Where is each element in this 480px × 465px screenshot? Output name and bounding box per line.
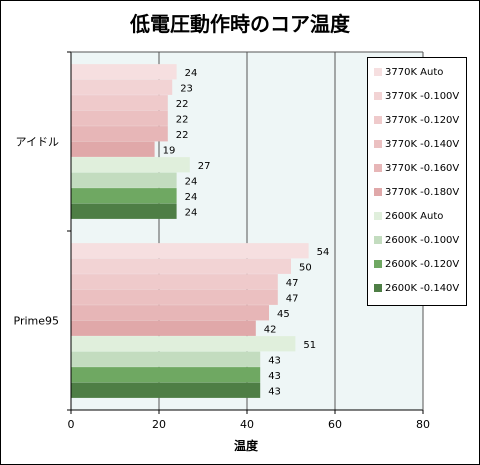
legend-swatch [374, 284, 382, 292]
legend-item: 2600K -0.140V [374, 281, 459, 295]
legend-swatch [374, 236, 382, 244]
data-label: 24 [185, 192, 198, 203]
legend-label: 2600K -0.100V [385, 234, 460, 246]
legend-swatch [374, 92, 382, 100]
bar [71, 141, 155, 157]
x-tick-label: 60 [328, 418, 342, 431]
data-label: 24 [185, 68, 198, 79]
chart-title: 低電圧動作時のコア温度 [130, 12, 350, 36]
x-tick-label: 0 [68, 418, 75, 431]
data-label: 47 [286, 293, 299, 304]
data-label: 24 [185, 176, 198, 187]
bar [71, 64, 177, 80]
bar [71, 382, 261, 398]
legend-item: 3770K Auto [374, 65, 443, 79]
bar [71, 95, 168, 111]
legend-label: 2600K Auto [385, 210, 444, 222]
legend-label: 3770K -0.160V [385, 162, 460, 174]
legend-label: 2600K -0.140V [385, 282, 460, 294]
bar [71, 367, 261, 383]
bar [71, 203, 177, 219]
data-label: 23 [180, 83, 193, 94]
legend-swatch [374, 188, 382, 196]
bar [71, 188, 177, 204]
bar [71, 243, 309, 259]
legend-label: 3770K -0.140V [385, 138, 460, 150]
data-label: 22 [176, 99, 189, 110]
legend-item: 2600K -0.120V [374, 257, 459, 271]
legend-item: 3770K -0.160V [374, 161, 459, 175]
category-label: Prime95 [14, 315, 60, 328]
legend-label: 3770K Auto [385, 66, 444, 78]
legend-item: 3770K -0.180V [374, 185, 459, 199]
bar [71, 320, 256, 336]
legend-item: 3770K -0.140V [374, 137, 459, 151]
bar [71, 289, 278, 305]
data-label: 50 [299, 262, 312, 273]
data-label: 43 [268, 355, 281, 366]
legend-item: 3770K -0.100V [374, 89, 459, 103]
legend-label: 3770K -0.180V [385, 186, 460, 198]
data-label: 43 [268, 386, 281, 397]
legend-swatch [374, 212, 382, 220]
legend-label: 2600K -0.120V [385, 258, 460, 270]
data-label: 47 [286, 278, 299, 289]
data-label: 22 [176, 114, 189, 125]
data-label: 51 [303, 340, 316, 351]
x-tick-label: 40 [240, 418, 254, 431]
data-label: 22 [176, 130, 189, 141]
x-axis-label: 温度 [233, 439, 258, 453]
x-tick-label: 80 [416, 418, 430, 431]
legend-item: 3770K -0.120V [374, 113, 459, 127]
bar [71, 305, 269, 321]
bar [71, 157, 190, 173]
data-label: 24 [185, 207, 198, 218]
data-label: 42 [264, 324, 277, 335]
bar [71, 172, 177, 188]
data-label: 43 [268, 371, 281, 382]
legend-label: 3770K -0.120V [385, 114, 460, 126]
x-tick-label: 20 [152, 418, 166, 431]
data-label: 54 [317, 247, 330, 258]
legend-swatch [374, 164, 382, 172]
category-label: アイドル [16, 136, 59, 149]
bar [71, 110, 168, 126]
legend-swatch [374, 260, 382, 268]
legend-item: 2600K -0.100V [374, 233, 459, 247]
bar [71, 126, 168, 142]
bar [71, 274, 278, 290]
data-label: 45 [277, 309, 290, 320]
legend-label: 3770K -0.100V [385, 90, 460, 102]
bar [71, 351, 261, 367]
legend-swatch [374, 68, 382, 76]
data-label: 19 [163, 145, 176, 156]
legend-swatch [374, 140, 382, 148]
data-label: 27 [198, 161, 211, 172]
bar [71, 79, 173, 95]
legend-item: 2600K Auto [374, 209, 443, 223]
bar [71, 336, 296, 352]
legend-swatch [374, 116, 382, 124]
legend: 3770K Auto 3770K -0.100V 3770K -0.120V 3770… [367, 57, 467, 306]
bar [71, 258, 291, 274]
